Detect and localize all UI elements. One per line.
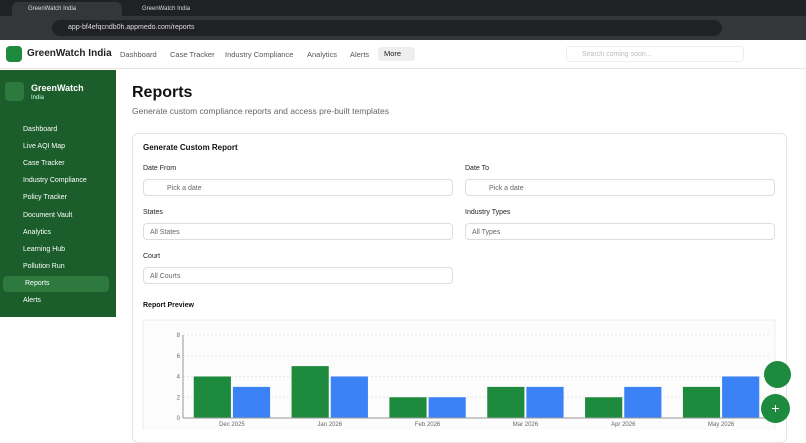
sidebar-item[interactable]: Industry Compliance [23,177,87,185]
bar [232,386,271,418]
field-input[interactable]: Pick a date [143,179,453,196]
bar [624,386,662,418]
x-tick-label: Feb 2026 [415,422,441,428]
bar [389,397,427,418]
field-label: Court [143,253,161,260]
bar [526,386,564,418]
sidebar-subtitle: India [31,95,45,101]
sidebar-item[interactable]: Document Vault [23,211,73,219]
field-input[interactable]: All States [143,223,453,240]
tab[interactable]: GreenWatch India [142,6,191,12]
y-tick-label: 8 [177,333,181,339]
sidebar [0,70,116,317]
brand[interactable]: GreenWatch India [27,48,112,59]
nav-link[interactable]: Analytics [307,50,338,59]
sidebar-item[interactable]: Pollution Run [23,262,65,270]
url[interactable]: app-bf4efqcndb0h.appmedo.com/reports [52,20,722,36]
bar [193,376,231,418]
field-label: Date To [465,165,489,172]
sidebar-item[interactable]: Policy Tracker [23,194,67,202]
bar [722,376,760,418]
preview-title: Report Preview [143,302,194,309]
x-tick-label: Mar 2026 [513,422,539,428]
bar [428,397,466,418]
field-input[interactable]: All Courts [143,267,453,284]
bar [682,386,721,418]
y-tick-label: 6 [177,354,181,360]
nav-link[interactable]: Alerts [350,50,370,59]
sidebar-item[interactable]: Dashboard [23,126,58,133]
fab-chat[interactable] [764,361,791,388]
field-label: Industry Types [465,209,511,216]
logo [6,46,22,62]
x-tick-label: Dec 2025 [219,422,245,428]
x-tick-label: Jan 2026 [317,422,342,428]
search[interactable]: Search coming soon... [566,46,744,62]
tab[interactable]: GreenWatch India [12,2,122,16]
page-subtitle: Generate custom compliance reports and a… [132,106,390,116]
field-input[interactable]: All Types [465,223,775,240]
chart: 0 2 4 6 8 Dec 2025 Jan 2026 Feb 2026 Mar 2026 Apr… [142,319,776,430]
bar [330,376,368,418]
sidebar-logo [5,82,24,101]
x-tick-label: Apr 2026 [611,422,636,428]
field-input[interactable]: Pick a date [465,179,775,196]
y-tick-label: 0 [177,416,181,422]
page-title: Reports [132,84,193,101]
app-header [0,40,806,69]
sidebar-item[interactable]: Case Tracker [23,160,65,168]
sidebar-item[interactable]: Analytics [23,228,52,236]
sidebar-title: GreenWatch [31,83,84,93]
sidebar-item[interactable]: Learning Hub [23,245,66,253]
sidebar-item[interactable]: Reports [3,275,109,292]
field-label: States [143,209,163,216]
nav-link[interactable]: Case Tracker [170,50,215,59]
field-label: Date From [143,165,177,172]
nav-link[interactable]: Industry Compliance [225,50,294,59]
sidebar-item[interactable]: Alerts [23,297,41,304]
bar [487,386,525,418]
y-tick-label: 2 [177,395,181,401]
bar [291,366,329,418]
sidebar-item[interactable]: Live AQI Map [23,143,66,151]
y-tick-label: 4 [177,375,181,381]
more-button[interactable]: More [378,47,415,61]
card-title: Generate Custom Report [143,143,238,152]
fab-add[interactable]: + [761,394,790,423]
tab-bar [0,0,806,16]
bar [585,397,623,418]
nav-link[interactable]: Dashboard [120,50,157,59]
x-tick-label: May 2026 [708,422,735,428]
